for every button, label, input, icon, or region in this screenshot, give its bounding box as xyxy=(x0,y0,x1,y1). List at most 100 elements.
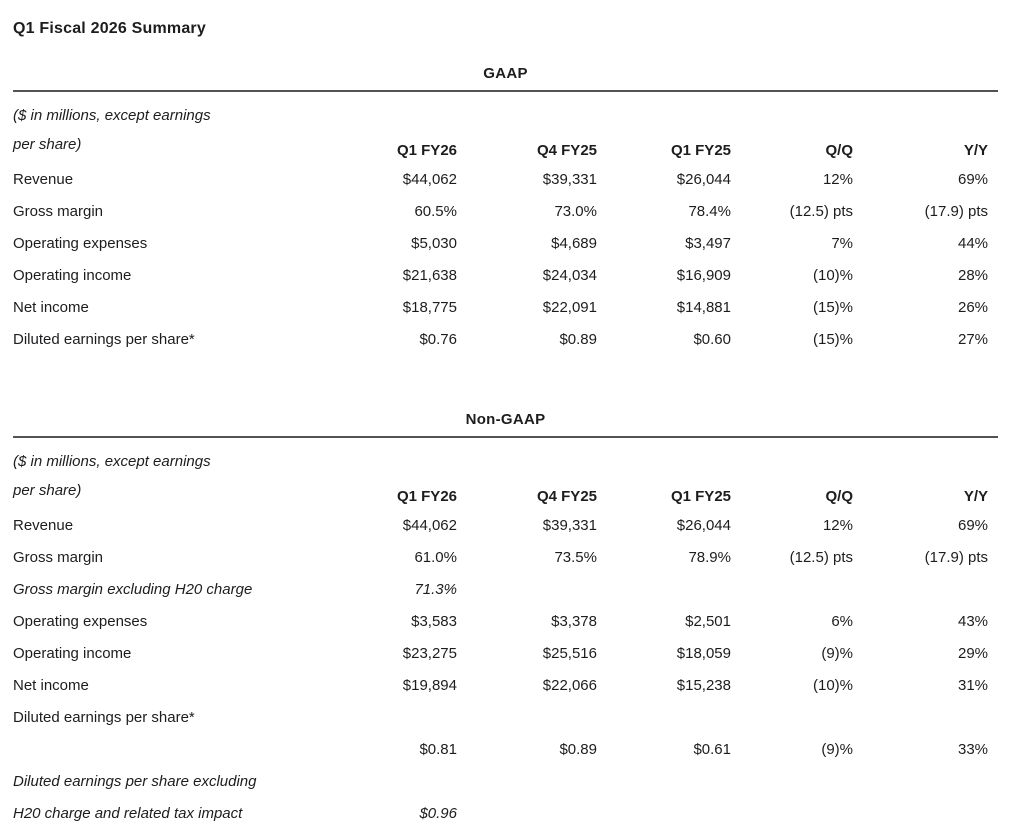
non-gaap-section-title-row: Non-GAAP xyxy=(13,411,999,438)
cell-value: 12% xyxy=(822,516,853,534)
gaap-section-title-row: GAAP xyxy=(13,65,999,92)
table-row-diluted-eps: Diluted earnings per share* $0.76 $0.89 … xyxy=(13,323,998,355)
column-header-q1fy25: Q1 FY25 xyxy=(670,142,731,159)
cell-value: 33% xyxy=(957,740,989,758)
cell-value: $25,516 xyxy=(542,644,597,662)
cell-value xyxy=(457,573,597,605)
table-row-diluted-eps-values: $0.81 $0.89 $0.61 (9)% 33% xyxy=(13,733,998,765)
cell-value: $21,638 xyxy=(402,266,457,284)
cell-value: (12.5) pts xyxy=(789,202,853,220)
row-label: Net income xyxy=(13,676,89,694)
row-label: H20 charge and related tax impact xyxy=(13,804,243,822)
cell-value: 60.5% xyxy=(414,202,457,220)
table-row-net-income: Net income $18,775 $22,091 $14,881 (15)%… xyxy=(13,291,998,323)
unit-note-line2: per share) xyxy=(13,482,82,499)
cell-value: 78.9% xyxy=(688,548,731,566)
cell-value: $19,894 xyxy=(402,676,457,694)
cell-value: (9)% xyxy=(821,740,853,758)
unit-note: ($ in millions, except earnings per shar… xyxy=(13,437,313,509)
table-row-net-income: Net income $19,894 $22,066 $15,238 (10)%… xyxy=(13,669,998,701)
cell-value: $3,378 xyxy=(551,612,597,630)
cell-value: $18,059 xyxy=(676,644,731,662)
gaap-table: GAAP ($ in millions, except earnings per… xyxy=(13,65,999,355)
cell-value: $39,331 xyxy=(542,170,597,188)
row-label: Diluted earnings per share* xyxy=(13,330,195,348)
cell-value: 29% xyxy=(957,644,989,662)
table-row-gross-margin-excl-h20: Gross margin excluding H20 charge 71.3% xyxy=(13,573,998,605)
table-row-gross-margin: Gross margin 60.5% 73.0% 78.4% (12.5) pt… xyxy=(13,195,998,227)
cell-value: $0.89 xyxy=(559,330,597,348)
cell-value xyxy=(313,701,457,733)
column-header-q1fy26: Q1 FY26 xyxy=(396,488,457,505)
cell-value: $0.96 xyxy=(419,804,457,822)
cell-value: 69% xyxy=(957,170,989,188)
cell-value: $23,275 xyxy=(402,644,457,662)
column-header-qq: Q/Q xyxy=(825,142,853,159)
unit-note: ($ in millions, except earnings per shar… xyxy=(13,91,313,163)
unit-note-line1: ($ in millions, except earnings xyxy=(13,107,211,124)
cell-value: $2,501 xyxy=(685,612,731,630)
unit-note-line2: per share) xyxy=(13,136,82,153)
row-label: Diluted earnings per share* xyxy=(13,708,195,726)
cell-value xyxy=(313,765,457,797)
row-label: Net income xyxy=(13,298,89,316)
cell-value: $44,062 xyxy=(402,516,457,534)
page-title: Q1 Fiscal 2026 Summary xyxy=(13,20,206,37)
cell-value xyxy=(597,701,731,733)
cell-value xyxy=(853,573,998,605)
gaap-section-title: GAAP xyxy=(13,65,999,92)
unit-note-line1: ($ in millions, except earnings xyxy=(13,453,211,470)
gaap-header-row: ($ in millions, except earnings per shar… xyxy=(13,91,998,163)
cell-value xyxy=(731,797,853,829)
cell-value xyxy=(853,765,998,797)
row-label: Operating income xyxy=(13,266,132,284)
cell-value xyxy=(457,797,597,829)
column-header-qq: Q/Q xyxy=(825,488,853,505)
row-label xyxy=(13,733,313,765)
cell-value: (10)% xyxy=(812,676,853,694)
cell-value: 69% xyxy=(957,516,989,534)
cell-value xyxy=(597,765,731,797)
column-header-yy: Y/Y xyxy=(963,142,989,159)
row-label: Operating income xyxy=(13,644,132,662)
cell-value: 27% xyxy=(957,330,989,348)
cell-value: 78.4% xyxy=(688,202,731,220)
table-row-operating-income: Operating income $23,275 $25,516 $18,059… xyxy=(13,637,998,669)
cell-value xyxy=(731,765,853,797)
cell-value xyxy=(853,797,998,829)
cell-value: $14,881 xyxy=(676,298,731,316)
row-label: Gross margin excluding H20 charge xyxy=(13,580,253,598)
column-header-yy: Y/Y xyxy=(963,488,989,505)
cell-value: (12.5) pts xyxy=(789,548,853,566)
cell-value: $26,044 xyxy=(676,516,731,534)
non-gaap-header-row: ($ in millions, except earnings per shar… xyxy=(13,437,998,509)
row-label: Diluted earnings per share excluding xyxy=(13,772,257,790)
cell-value xyxy=(731,701,853,733)
row-label: Operating expenses xyxy=(13,234,148,252)
cell-value: $39,331 xyxy=(542,516,597,534)
non-gaap-section-title: Non-GAAP xyxy=(13,411,999,438)
table-row-operating-expenses: Operating expenses $5,030 $4,689 $3,497 … xyxy=(13,227,998,259)
cell-value xyxy=(457,701,597,733)
cell-value: 28% xyxy=(957,266,989,284)
cell-value: (17.9) pts xyxy=(924,202,989,220)
cell-value: 7% xyxy=(831,234,853,252)
cell-value: (10)% xyxy=(812,266,853,284)
cell-value xyxy=(597,797,731,829)
table-row-diluted-eps-excl-h20-line1: Diluted earnings per share excluding xyxy=(13,765,998,797)
non-gaap-table: Non-GAAP ($ in millions, except earnings… xyxy=(13,411,999,829)
cell-value: 44% xyxy=(957,234,989,252)
cell-value: $26,044 xyxy=(676,170,731,188)
cell-value: (15)% xyxy=(812,298,853,316)
cell-value: 26% xyxy=(957,298,989,316)
table-row-operating-expenses: Operating expenses $3,583 $3,378 $2,501 … xyxy=(13,605,998,637)
cell-value: 61.0% xyxy=(414,548,457,566)
table-row-revenue: Revenue $44,062 $39,331 $26,044 12% 69% xyxy=(13,163,998,195)
cell-value: $24,034 xyxy=(542,266,597,284)
row-label: Operating expenses xyxy=(13,612,148,630)
cell-value: 6% xyxy=(831,612,853,630)
cell-value: 43% xyxy=(957,612,989,630)
cell-value: $16,909 xyxy=(676,266,731,284)
